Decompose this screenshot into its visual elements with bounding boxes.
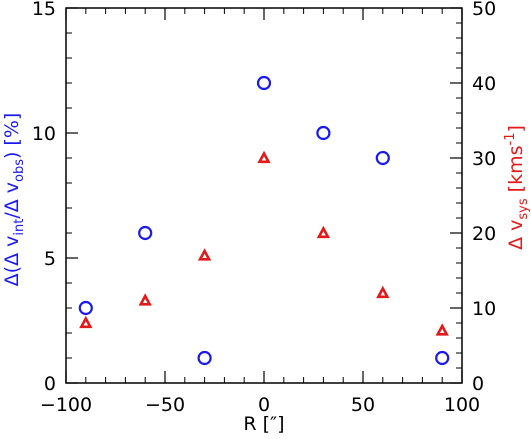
y-right-tick-label: 50 [472,0,496,20]
y-right-tick-label: 30 [472,148,496,170]
data-point-circle [375,150,390,166]
data-point-circle [197,350,212,366]
x-tick-label: −50 [145,394,185,416]
data-point-circle [256,75,272,91]
plot-frame [65,7,463,384]
data-point-triangle [376,285,390,299]
data-point-circle [435,350,450,366]
y-right-tick-label: 0 [472,373,484,395]
y-right-tick-label: 40 [472,73,496,95]
data-point-triangle [79,315,93,329]
y-left-axis-title: Δ(Δ vint​/Δ vobs​) [%] [1,113,27,287]
y-left-tick-label: 10 [32,123,56,145]
y-left-tick-label: 0 [44,373,56,395]
data-point-triangle [316,225,331,239]
x-axis-title: R [″] [243,413,284,435]
data-point-triangle [197,248,212,261]
data-point-circle [78,300,93,316]
x-tick-label: 50 [351,394,375,416]
x-tick-label: 0 [258,394,270,416]
y-right-tick-label: 20 [472,223,496,245]
data-point-triangle [138,293,152,306]
data-point-triangle [257,150,271,164]
data-point-triangle [435,323,449,336]
y-right-axis-title: Δ vsys​ [kms-1​] [503,125,531,250]
x-tick-label: 100 [444,394,480,416]
x-tick-label: −100 [40,394,92,416]
data-point-circle [316,125,331,141]
y-right-tick-label: 10 [472,298,496,320]
y-left-tick-label: 5 [44,248,56,270]
y-left-tick-label: 15 [32,0,56,20]
data-point-circle [138,225,153,241]
points-layer [78,75,450,366]
ticks-layer [65,7,463,384]
